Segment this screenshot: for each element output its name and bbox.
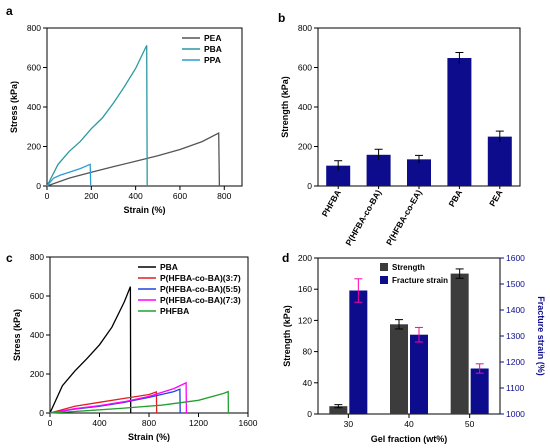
panel-c-x-tick-label: 1600 bbox=[239, 418, 258, 428]
panel-c-legend-label: PHFBA bbox=[160, 306, 189, 316]
panel-a-x-tick-label: 0 bbox=[45, 191, 50, 201]
panel-c-x-axis-label: Strain (%) bbox=[128, 432, 170, 442]
panel-c-series-line-3 bbox=[49, 381, 188, 414]
panel-d-dual-axis-bar-chart: d 0 40 80 120 160 200 1000 1100 1200 1300 1400 1500 1… bbox=[282, 251, 546, 444]
panel-b-bar bbox=[407, 159, 431, 186]
panel-d-legend-label: Strength bbox=[392, 263, 425, 272]
panel-d-y2-tick-label: 1000 bbox=[506, 409, 525, 419]
panel-c-legend-label: P(HFBA-co-BA)(5:5) bbox=[160, 284, 241, 294]
panel-c-y-tick-label: 600 bbox=[30, 291, 44, 301]
panel-d-y-tick-label: 80 bbox=[303, 347, 313, 357]
panel-d-letter: d bbox=[282, 251, 289, 265]
panel-b-bar bbox=[447, 58, 472, 186]
panel-b-y-tick-label: 800 bbox=[298, 23, 312, 33]
panel-b-category-label: P(HFBA-co-BA) bbox=[343, 188, 383, 248]
panel-a-x-tick-label: 200 bbox=[84, 191, 98, 201]
panel-c-legend-label: P(HFBA-co-BA)(7:3) bbox=[160, 295, 241, 305]
panel-d-bar-1 bbox=[410, 334, 428, 414]
panel-c-y-axis-label: Stress (kPa) bbox=[12, 309, 22, 361]
panel-a-y-axis-label: Stress (kPa) bbox=[9, 81, 19, 133]
panel-d-category-label: 40 bbox=[404, 419, 414, 429]
panel-d-y-tick-label: 160 bbox=[298, 284, 312, 294]
panel-b-bar bbox=[487, 136, 512, 186]
panel-d-legend-swatch bbox=[380, 276, 388, 284]
panel-d-legend-swatch bbox=[380, 263, 388, 271]
panel-c-x-tick-label: 1200 bbox=[189, 418, 208, 428]
panel-b-y-tick-label: 400 bbox=[298, 102, 312, 112]
panel-d-bar-0 bbox=[450, 273, 469, 414]
panel-a-legend-label: PPA bbox=[204, 55, 221, 65]
panel-d-bar-1 bbox=[470, 368, 489, 414]
panel-c-y-tick-label: 800 bbox=[30, 252, 44, 262]
panel-a-series-line-2 bbox=[46, 163, 92, 187]
panel-d-y2-axis-label: Fracture strain (%) bbox=[536, 296, 546, 376]
panel-d-y-tick-label: 0 bbox=[307, 409, 312, 419]
panel-d-bar-0 bbox=[390, 324, 408, 414]
panel-d-y-tick-label: 120 bbox=[298, 315, 312, 325]
panel-a-x-tick-label: 400 bbox=[129, 191, 143, 201]
panel-d-y2-tick-label: 1400 bbox=[506, 305, 525, 315]
panel-c-series-line-1 bbox=[49, 390, 158, 414]
panel-c-legend-label: P(HFBA-co-BA)(3:7) bbox=[160, 273, 241, 283]
panel-d-y-axis-label: Strength (kPa) bbox=[282, 305, 292, 367]
panel-b-y-axis-label: Strength (kPa) bbox=[280, 76, 290, 138]
panel-d-y2-tick-label: 1300 bbox=[506, 331, 525, 341]
panel-a-legend-label: PBA bbox=[204, 44, 222, 54]
panel-c-x-tick-label: 800 bbox=[142, 418, 156, 428]
panel-b-y-tick-label: 600 bbox=[298, 63, 312, 73]
panel-d-y2-tick-label: 1600 bbox=[506, 253, 525, 263]
panel-a-y-tick-label: 400 bbox=[27, 102, 41, 112]
panel-d-y-tick-label: 200 bbox=[298, 253, 312, 263]
panel-d-y2-tick-label: 1200 bbox=[506, 357, 525, 367]
panel-d-bar-1 bbox=[349, 290, 368, 414]
panel-c-series-line-4 bbox=[49, 390, 230, 414]
panel-c-x-tick-label: 400 bbox=[92, 418, 106, 428]
panel-c-series-line-0 bbox=[49, 286, 132, 414]
panel-b-category-label: PBA bbox=[446, 188, 464, 209]
panel-c-x-tick-label: 0 bbox=[48, 418, 53, 428]
panel-d-legend-label: Fracture strain bbox=[392, 276, 448, 285]
panel-a-y-tick-label: 0 bbox=[36, 181, 41, 191]
panel-a-y-tick-label: 800 bbox=[27, 23, 41, 33]
panel-b-bar bbox=[326, 165, 351, 186]
panel-b-category-label: P(HFBA-co-EA) bbox=[384, 188, 424, 247]
panel-c-y-tick-label: 400 bbox=[30, 330, 44, 340]
panel-b-y-tick-label: 0 bbox=[307, 181, 312, 191]
panel-a-letter: a bbox=[6, 4, 13, 18]
panel-d-y-tick-label: 40 bbox=[303, 378, 313, 388]
panel-a-x-tick-label: 600 bbox=[173, 191, 187, 201]
panel-d-category-label: 30 bbox=[344, 419, 354, 429]
panel-d-y2-tick-label: 1100 bbox=[506, 383, 525, 393]
panel-a-legend-label: PEA bbox=[204, 33, 221, 43]
panel-d-x-axis-label: Gel fraction (wt%) bbox=[371, 434, 448, 444]
panel-c-y-tick-label: 200 bbox=[30, 369, 44, 379]
panel-c-legend-label: PBA bbox=[160, 262, 178, 272]
panel-a-y-tick-label: 600 bbox=[27, 63, 41, 73]
panel-c-letter: c bbox=[6, 251, 13, 265]
panel-a-y-tick-label: 200 bbox=[27, 142, 41, 152]
panel-b-category-label: PHFBA bbox=[320, 188, 343, 218]
panel-a-series-line-1 bbox=[46, 45, 148, 187]
panel-d-bar-0 bbox=[329, 406, 348, 414]
panel-b-letter: b bbox=[278, 11, 285, 25]
panel-a-x-axis-label: Strain (%) bbox=[123, 205, 165, 215]
panel-d-y2-tick-label: 1500 bbox=[506, 279, 525, 289]
panel-a-series-line-0 bbox=[46, 132, 221, 187]
panel-d-category-label: 50 bbox=[465, 419, 475, 429]
panel-b-category-label: PEA bbox=[487, 188, 504, 208]
panel-b-y-tick-label: 200 bbox=[298, 142, 312, 152]
panel-a-x-tick-label: 800 bbox=[217, 191, 231, 201]
panel-b-bar-chart: b 0 200 400 600 800 PHFBA P(HFBA-co-BA) P(HFBA-c… bbox=[278, 11, 521, 248]
panel-c-y-tick-label: 0 bbox=[39, 408, 44, 418]
